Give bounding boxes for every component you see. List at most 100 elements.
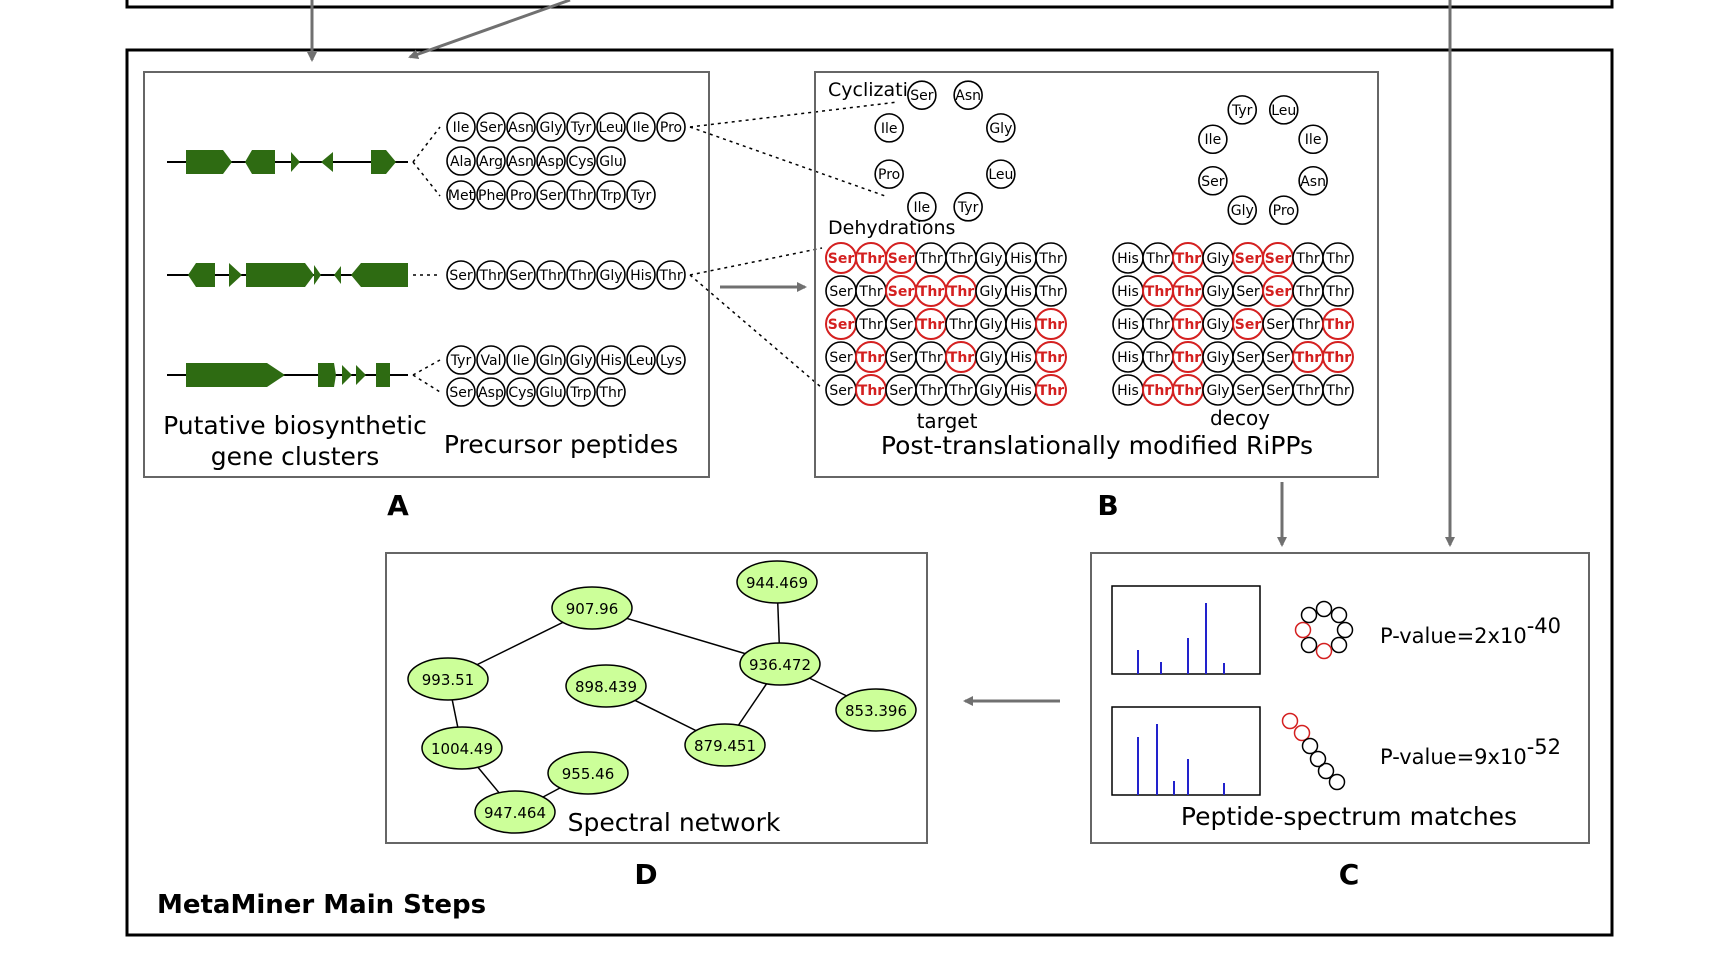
residue: His [1005, 374, 1037, 406]
residue-label: Ser [449, 268, 473, 284]
residue: Ile [907, 192, 937, 222]
residue: Thr [915, 341, 947, 373]
residue-label: Ile [633, 120, 650, 136]
residue: Ser [885, 374, 917, 406]
network-node: 993.51 [407, 657, 489, 701]
panel-c-box [1090, 552, 1590, 844]
residue: Gly [975, 275, 1007, 307]
residue-label: Asn [508, 154, 534, 170]
clusters-label-line-1: Putative biosynthetic [163, 411, 427, 440]
residue-label: Thr [1295, 251, 1319, 267]
residue: His [1005, 341, 1037, 373]
residue: Thr [656, 260, 686, 290]
residue: Pro [1268, 195, 1299, 225]
dehydrations-label: Dehydrations [828, 217, 955, 239]
residue: Gly [986, 113, 1016, 143]
residue: Ser [825, 275, 857, 307]
residue-label: Cys [568, 154, 593, 170]
residue: Lys [656, 345, 686, 375]
network-node-label: 853.396 [845, 702, 907, 720]
residue-label: Thr [948, 251, 972, 267]
residue: Leu [626, 345, 656, 375]
residue-label: Gly [1206, 350, 1229, 366]
residue-label: Pro [660, 120, 682, 136]
residue: Cys [566, 146, 596, 176]
residue: Thr [915, 374, 947, 406]
residue: Ser [536, 180, 566, 210]
residue-label: Gly [1206, 251, 1229, 267]
residue: Ser [1232, 275, 1264, 307]
residue-label: His [1117, 383, 1139, 399]
residue-label: Ser [539, 188, 563, 204]
residue-label: Thr [598, 385, 622, 401]
residue: Tyr [1227, 95, 1258, 125]
residue: Thr [1142, 308, 1174, 340]
residue-label: Tyr [570, 120, 592, 136]
matched-linear-peptide [1281, 712, 1346, 791]
residue-label: His [1010, 317, 1032, 333]
residue: Tyr [626, 180, 656, 210]
spectrum-1 [1111, 585, 1261, 675]
residue: Ile [874, 113, 904, 143]
residue-label: His [1117, 350, 1139, 366]
residue: Thr [596, 377, 626, 407]
residue: Val [476, 345, 506, 375]
residue: Gly [596, 260, 626, 290]
residue-label: Thr [948, 383, 972, 399]
residue-label: Val [481, 353, 502, 369]
panel-a-box [143, 71, 710, 478]
gene-arrow [186, 363, 285, 387]
residue-label: Ser [1236, 350, 1260, 366]
residue: Trp [566, 377, 596, 407]
residue: His [1005, 242, 1037, 274]
residue: Ile [446, 112, 476, 142]
residue-label: Thr [858, 284, 882, 300]
residue-label: Thr [1175, 317, 1202, 333]
residue: His [1112, 275, 1144, 307]
residue-label: Gly [979, 350, 1002, 366]
gene-arrow [314, 265, 321, 285]
residue-label: Ser [829, 284, 853, 300]
residue-label: Thr [1175, 350, 1202, 366]
residue: His [1005, 308, 1037, 340]
residue: Thr [1035, 374, 1067, 406]
residue-label: Ser [479, 120, 503, 136]
residue-label: Ser [1201, 174, 1225, 190]
residue: Thr [945, 374, 977, 406]
residue-label: Ser [889, 383, 913, 399]
residue-label: Ile [1205, 132, 1222, 148]
residue: Ser [1232, 374, 1264, 406]
residue: Thr [536, 260, 566, 290]
residue: Gly [566, 345, 596, 375]
network-node-label: 907.96 [566, 600, 619, 618]
residue: Thr [945, 308, 977, 340]
network-nodes: 907.96 944.469 993.51 936.472 898.439 853.396… [407, 560, 917, 834]
residue: Asn [953, 80, 983, 110]
residue: Gly [975, 242, 1007, 274]
residue-label: Tyr [1231, 103, 1253, 119]
residue-label: Ser [1265, 284, 1292, 300]
residue-label: Thr [1038, 251, 1062, 267]
residue-label: Ser [828, 317, 855, 333]
residue: Ala [446, 146, 476, 176]
gene-arrow [342, 365, 352, 385]
residue: Ser [1262, 374, 1294, 406]
gene-arrow [376, 363, 390, 387]
residue: Ile [506, 345, 536, 375]
residue: Gly [1202, 341, 1234, 373]
residue: Thr [1172, 242, 1204, 274]
residue-label: Asp [478, 385, 504, 401]
residue: Ser [506, 260, 536, 290]
matched-cyclic-peptide [1294, 600, 1354, 660]
decoy-label: decoy [1210, 406, 1270, 430]
residue-label: Thr [948, 317, 972, 333]
residue-label: Thr [858, 251, 885, 267]
residue: Thr [1292, 308, 1324, 340]
residue-label: His [600, 353, 622, 369]
network-node: 879.451 [684, 723, 766, 767]
gene-arrow [351, 263, 408, 287]
residue-label: His [1117, 284, 1139, 300]
residue-label: Thr [948, 350, 975, 366]
residue-label: Thr [1038, 350, 1065, 366]
residue-label: Thr [1325, 350, 1352, 366]
